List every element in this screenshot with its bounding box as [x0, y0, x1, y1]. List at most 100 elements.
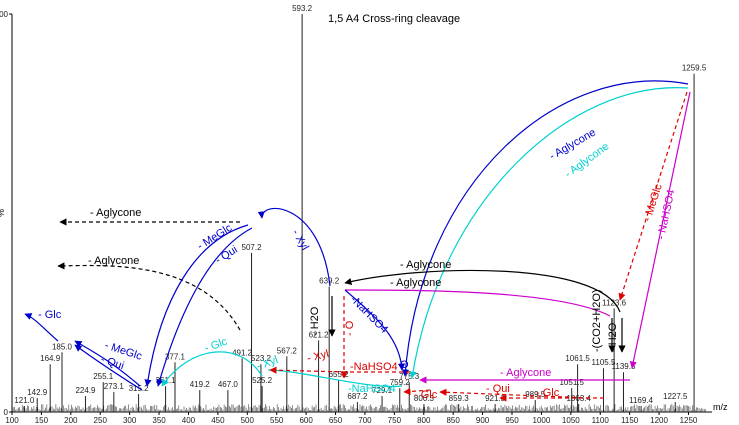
peak-label: 523.2: [251, 354, 272, 363]
arrow-cyan-aglycone: [409, 87, 689, 379]
peak-label: 164.9: [40, 354, 61, 363]
baseline-noise: [12, 404, 706, 412]
arrow-blue-qui-2: [74, 344, 143, 391]
arrow-black-aglycone-1: [344, 269, 621, 313]
peak-label: 800.3: [414, 394, 435, 403]
peak-label: 224.9: [75, 386, 96, 395]
annotation-h2o-2: - H2O: [607, 322, 619, 352]
annotation-aglycone-1: - Aglycone: [90, 207, 141, 219]
peak-label: 775.3: [399, 372, 420, 381]
arrow-blue-meglc: [144, 224, 249, 387]
peak-label: 1227.5: [663, 392, 688, 401]
peak-label: 567.2: [277, 346, 298, 355]
x-tick-label: 850: [446, 416, 460, 425]
x-tick-label: 1250: [680, 416, 698, 425]
peak-label: 467.0: [218, 380, 239, 389]
arrow-magenta-aglycone-2: [344, 289, 611, 317]
peak-label: 921.3: [485, 394, 506, 403]
peak-label: 621.2: [309, 330, 330, 339]
annotation-glc-red: - Glc: [414, 389, 438, 401]
peak-label: 507.2: [242, 243, 263, 252]
peak-label: 1105.5: [592, 358, 616, 367]
x-tick-label: 1150: [621, 416, 639, 425]
peak-label: 142.9: [27, 388, 48, 397]
annotation-co2h2o: -(CO2+H2O): [591, 289, 603, 352]
peak-label: 1051.5: [559, 378, 584, 387]
peak-label: 989.5: [525, 390, 546, 399]
x-axis-label: m/z: [713, 402, 728, 412]
x-tick-label: 400: [182, 416, 196, 425]
arrow-red-meglc: [618, 91, 688, 301]
x-tick-label: 750: [388, 416, 402, 425]
peak-label: 273.1: [104, 382, 125, 391]
peak-label: 525.2: [252, 376, 273, 385]
annotation-aglycone-3: - Aglycone: [400, 259, 451, 271]
y-tick-label: 100: [0, 10, 9, 19]
peak-bars: [23, 14, 695, 412]
annotation-aglycone-magenta: - Aglycone: [500, 367, 551, 379]
x-ticks: 100 150 200 250 300 350 400 450 500 550 600 650 700 7…: [5, 412, 698, 425]
arrow-blue-glc: [24, 313, 59, 342]
annotation-glc-blue: - Glc: [38, 309, 62, 321]
x-tick-label: 200: [64, 416, 78, 425]
peak-label: 859.3: [449, 394, 470, 403]
annotation-xyl-blue: - Xyl: [289, 228, 310, 253]
peak-label: 185.0: [52, 342, 73, 351]
arrow-magenta-nahso4: [629, 91, 691, 369]
peak-label: 759.2: [390, 378, 411, 387]
x-tick-label: 1200: [650, 416, 668, 425]
arrow-blue-xyl: [257, 207, 331, 287]
arrow-red-glc: [403, 387, 431, 396]
x-tick-label: 1050: [562, 416, 580, 425]
annotation-aglycone-4: - Aglycone: [390, 277, 441, 289]
arrow-blue-aglycone: [401, 80, 689, 377]
arrow-cyan-glc: [161, 351, 263, 387]
peak-label: 729.1: [372, 386, 393, 395]
y-axis-label: %: [0, 209, 6, 217]
x-tick-label: 1000: [533, 416, 551, 425]
peak-label: 491.2: [232, 348, 253, 357]
peak-label: 419.2: [190, 380, 211, 389]
annotation-xyl-red: - Xyl: [306, 348, 330, 365]
arrow-blue-qui: [156, 227, 253, 387]
x-tick-label: 350: [152, 416, 166, 425]
x-tick-label: 950: [505, 416, 519, 425]
peak-label: 655.2: [329, 370, 350, 379]
peak-label: 1063.4: [566, 394, 591, 403]
annotation-glc-red-2: - Glc: [536, 387, 560, 399]
annotation-o-red: - O: [344, 320, 356, 336]
peak-label: 687.2: [347, 392, 368, 401]
x-tick-label: 150: [35, 416, 49, 425]
annotation-nahso4-cyan: -NaHSO4: [348, 383, 396, 395]
x-tick-label: 1100: [592, 416, 610, 425]
peak-label: 377.1: [165, 352, 186, 361]
x-tick-label: 600: [299, 416, 313, 425]
annotation-qui-red: - Qui: [486, 383, 510, 395]
x-tick-label: 800: [417, 416, 431, 425]
x-tick-label: 650: [329, 416, 343, 425]
annotation-o-blue: O: [400, 359, 409, 371]
x-tick-label: 450: [211, 416, 225, 425]
x-tick-label: 500: [241, 416, 255, 425]
annotation-aglycone-2: - Aglycone: [88, 255, 139, 267]
fragmentation-arrows: [24, 80, 691, 402]
annotation-cross-ring: 1,5 A4 Cross-ring cleavage: [328, 13, 460, 25]
annotation-labels: 1,5 A4 Cross-ring cleavage - Aglycone - …: [38, 13, 677, 401]
peak-label: 1259.5: [682, 64, 707, 73]
x-tick-label: 250: [94, 416, 108, 425]
x-tick-label: 550: [270, 416, 284, 425]
x-tick-label: 900: [476, 416, 490, 425]
peak-label: 1139.5: [612, 362, 636, 371]
y-tick-label: 0: [4, 408, 9, 417]
x-tick-label: 100: [5, 416, 19, 425]
peak-label: 1169.4: [629, 396, 653, 405]
x-tick-label: 700: [358, 416, 372, 425]
peak-label: 121.0: [14, 396, 35, 405]
annotation-nahso4-red: -NaHSO4: [350, 361, 398, 373]
annotation-h2o-black: - H2O: [309, 306, 321, 336]
peak-label: 593.2: [292, 4, 313, 13]
peak-label: 1061.5: [565, 354, 590, 363]
annotation-qui-blue-2: - Qui: [213, 244, 240, 267]
